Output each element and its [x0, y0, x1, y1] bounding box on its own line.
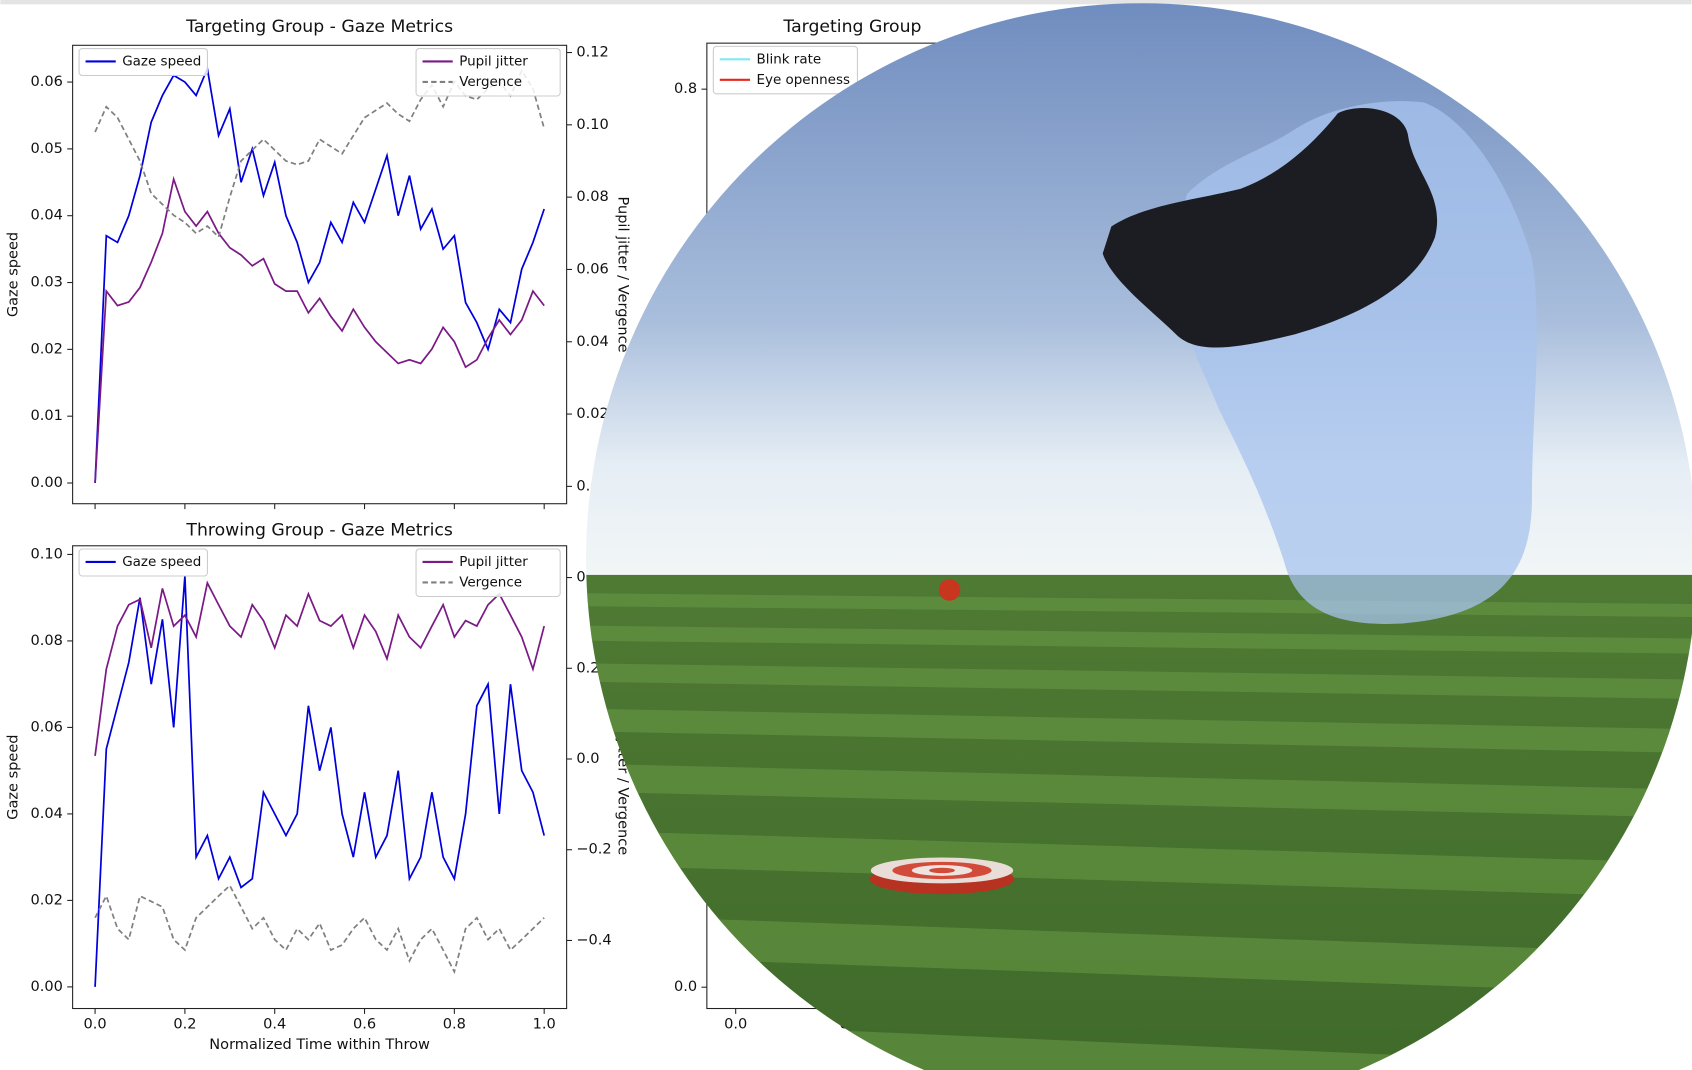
y-tick-label: 0.01	[31, 407, 63, 424]
y-tick-label: 0.00	[31, 978, 63, 995]
y2-axis-label: Pupil jitter / Vergence	[615, 196, 632, 352]
x-tick-label: 0.2	[173, 1016, 196, 1033]
plot-frame	[72, 44, 568, 505]
legend-label: Blink rate	[756, 51, 821, 67]
x-tick-label: 0.0	[84, 1016, 107, 1033]
legend-label: Gaze speed	[122, 53, 201, 69]
top-border	[0, 0, 1692, 5]
y-tick-label: 0.02	[31, 340, 63, 357]
y2-tick-label: −0.2	[576, 841, 611, 858]
y-tick-label: 0.00	[31, 474, 63, 491]
data-line	[94, 884, 545, 975]
ball	[938, 579, 961, 601]
y2-tick-label: 0.12	[576, 44, 608, 61]
y-tick-label: 0.04	[31, 805, 63, 822]
legend-label: Eye openness	[756, 72, 850, 88]
y2-tick-label: 0.04	[576, 333, 608, 350]
data-line	[94, 575, 546, 987]
chart-title: Throwing Group - Gaze Metrics	[185, 521, 452, 541]
y-tick-label: 0.05	[31, 140, 63, 157]
y2-tick-label: 0.02	[576, 405, 608, 422]
legend-box	[78, 548, 208, 577]
x-tick-label: 0.6	[353, 1016, 376, 1033]
x-tick-label: 1.0	[533, 1016, 556, 1033]
x-tick-label: 0.4	[263, 1016, 286, 1033]
y-tick-label: 0.03	[31, 274, 63, 291]
y2-tick-label: 0.06	[576, 260, 608, 277]
y-tick-label: 0.04	[31, 207, 63, 224]
legend-label: Vergence	[459, 574, 522, 590]
x-tick-label: 0.8	[443, 1016, 466, 1033]
field-stripes	[586, 593, 1692, 1070]
controller	[1102, 108, 1438, 348]
y2-tick-label: 0.2	[576, 659, 599, 676]
target-center	[929, 867, 955, 874]
data-line	[94, 68, 546, 239]
legend-label: Gaze speed	[122, 554, 201, 570]
vr-view	[586, 3, 1692, 1070]
x-axis-label: Normalized Time within Throw	[209, 1036, 430, 1053]
plot-frame	[72, 545, 568, 1010]
data-line	[94, 65, 545, 484]
y-tick-label: 0.08	[31, 632, 63, 649]
legend-label: Pupil jitter	[459, 554, 528, 570]
legend-label: Pupil jitter	[459, 53, 528, 69]
chart-title: Targeting Group - Gaze Metrics	[185, 17, 453, 37]
y-tick-label: 0.0	[674, 978, 697, 995]
x-tick-label: 0.0	[724, 1016, 747, 1033]
y-tick-label: 0.10	[31, 545, 63, 562]
y-axis-label: Gaze speed	[4, 734, 21, 819]
y-tick-label: 0.8	[674, 80, 697, 97]
y2-tick-label: 0.0	[576, 750, 599, 767]
y2-tick-label: 0.10	[576, 116, 608, 133]
data-line	[94, 580, 546, 756]
legend-box	[78, 47, 208, 77]
y-tick-label: 0.06	[31, 718, 63, 735]
y2-tick-label: 0.08	[576, 188, 608, 205]
y-axis-label: Gaze speed	[4, 232, 21, 317]
legend-label: Vergence	[459, 74, 522, 90]
chart-title: Targeting Group	[782, 17, 921, 37]
y2-tick-label: −0.4	[576, 931, 611, 948]
y-tick-label: 0.02	[31, 891, 63, 908]
y-tick-label: 0.06	[31, 73, 63, 90]
data-line	[94, 175, 545, 483]
